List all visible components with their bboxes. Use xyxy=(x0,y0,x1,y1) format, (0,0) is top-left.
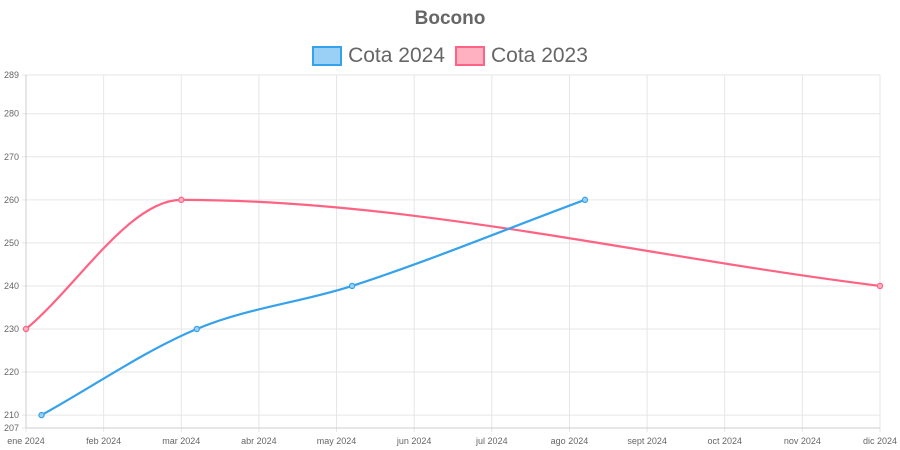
x-tick-label: ago 2024 xyxy=(551,436,589,446)
data-point-cota-2023 xyxy=(22,325,30,333)
legend-item-cota-2024[interactable]: Cota 2024 xyxy=(312,44,445,68)
x-tick-label: oct 2024 xyxy=(707,436,742,446)
y-tick-label: 230 xyxy=(4,324,19,334)
series-line-cota-2024 xyxy=(40,198,586,417)
data-point-cota-2024 xyxy=(193,325,200,333)
data-point-cota-2023 xyxy=(876,282,884,290)
x-tick-label: dic 2024 xyxy=(863,436,897,446)
data-point-cota-2024 xyxy=(348,282,356,290)
chart-title: Bocono xyxy=(414,8,486,29)
x-tick-label: jun 2024 xyxy=(396,436,432,446)
legend-swatch-cota-2023 xyxy=(455,46,485,66)
y-tick-label: 210 xyxy=(4,410,19,420)
data-point-cota-2024 xyxy=(38,411,45,419)
y-tick-label: 280 xyxy=(4,109,19,119)
x-tick-label: mar 2024 xyxy=(162,436,200,446)
data-point-cota-2023 xyxy=(178,196,185,204)
x-tick-label: jul 2024 xyxy=(475,436,508,446)
data-point-cota-2024 xyxy=(581,196,589,204)
series-line-cota-2023 xyxy=(25,198,881,330)
x-tick-label: ene 2024 xyxy=(7,436,45,446)
legend-label-cota-2023: Cota 2023 xyxy=(491,44,588,67)
y-tick-label: 207 xyxy=(4,423,19,433)
x-tick-label: feb 2024 xyxy=(86,436,121,446)
x-tick-label: nov 2024 xyxy=(784,436,821,446)
x-tick-label: sept 2024 xyxy=(627,436,667,446)
x-tick-label: may 2024 xyxy=(317,436,357,446)
y-tick-label: 250 xyxy=(4,238,19,248)
legend-label-cota-2024: Cota 2024 xyxy=(348,44,445,67)
y-tick-label: 270 xyxy=(4,152,19,162)
legend-swatch-cota-2024 xyxy=(312,46,343,66)
x-tick-label: abr 2024 xyxy=(241,436,277,446)
legend-item-cota-2023[interactable]: Cota 2023 xyxy=(455,44,588,68)
y-tick-label: 289 xyxy=(4,70,19,80)
y-tick-label: 260 xyxy=(4,195,19,205)
legend: Cota 2024 Cota 2023 xyxy=(0,44,900,68)
y-tick-label: 240 xyxy=(4,281,19,291)
y-tick-label: 220 xyxy=(4,367,19,377)
